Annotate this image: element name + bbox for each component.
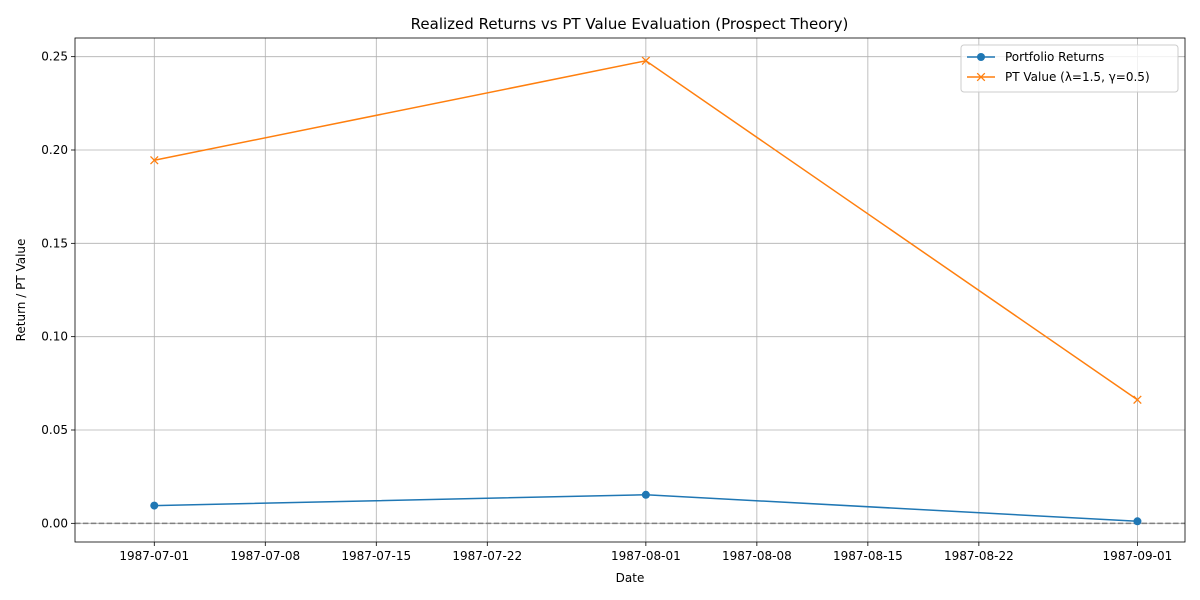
x-tick-label: 1987-08-08 [722, 549, 792, 563]
data-point [150, 501, 159, 510]
legend-marker [977, 53, 985, 61]
series-layer [150, 56, 1142, 526]
x-tick-label: 1987-07-08 [230, 549, 300, 563]
x-marker-stroke [1133, 395, 1142, 405]
x-axis-label: Date [616, 571, 645, 585]
legend-entry-0: Portfolio Returns [967, 50, 1104, 64]
grid [75, 38, 1185, 542]
y-tick-label: 0.25 [41, 50, 68, 64]
chart-title: Realized Returns vs PT Value Evaluation … [411, 15, 849, 33]
legend-box [960, 44, 1179, 93]
legend-label: PT Value (λ=1.5, γ=0.5) [1005, 70, 1150, 84]
data-point [641, 490, 650, 499]
y-axis-ticks: 0.00 0.05 0.10 0.15 0.20 0.25 [41, 50, 75, 530]
legend-entry-1: PT Value (λ=1.5, γ=0.5) [967, 70, 1150, 84]
x-axis-ticks: 1987-07-01 1987-07-08 1987-07-15 1987-07-22… [119, 542, 1172, 563]
x-tick-label: 1987-07-01 [119, 549, 189, 563]
legend: Portfolio Returns PT Value (λ=1.5, γ=0.5) [960, 44, 1179, 93]
x-marker-stroke [150, 156, 159, 165]
data-point [1133, 517, 1142, 526]
data-point [150, 156, 159, 165]
y-tick-label: 0.05 [41, 423, 68, 437]
x-tick-label: 1987-09-01 [1103, 549, 1173, 563]
x-tick-label: 1987-07-22 [452, 549, 522, 563]
legend-marker [976, 72, 986, 82]
x-tick-label: 1987-08-22 [944, 549, 1014, 563]
series-1 [150, 56, 1142, 405]
y-tick-label: 0.00 [41, 516, 68, 530]
series-0 [150, 490, 1142, 526]
x-marker-stroke [976, 72, 986, 82]
x-tick-label: 1987-07-15 [341, 549, 411, 563]
x-tick-label: 1987-08-01 [611, 549, 681, 563]
y-axis-label: Return / PT Value [14, 239, 28, 342]
x-tick-label: 1987-08-15 [833, 549, 903, 563]
data-point [641, 56, 651, 66]
y-tick-label: 0.20 [41, 143, 68, 157]
x-marker-stroke [641, 56, 651, 66]
y-tick-label: 0.10 [41, 330, 68, 344]
data-point [1133, 395, 1142, 405]
legend-label: Portfolio Returns [1005, 50, 1104, 64]
y-tick-label: 0.15 [41, 236, 68, 250]
plot-frame [74, 37, 1186, 543]
